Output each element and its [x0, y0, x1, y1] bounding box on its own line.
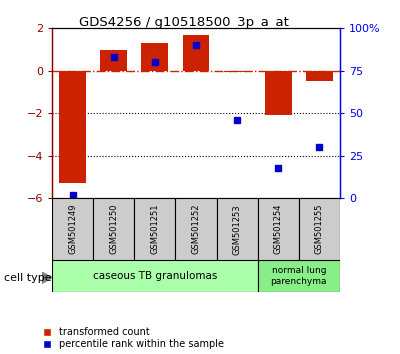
Polygon shape: [42, 272, 52, 283]
Text: GSM501250: GSM501250: [109, 204, 118, 255]
Bar: [52, 198, 93, 260]
Bar: [142, 43, 168, 71]
Bar: [183, 35, 209, 71]
Bar: [224, 71, 250, 72]
Text: GDS4256 / g10518500_3p_a_at: GDS4256 / g10518500_3p_a_at: [79, 16, 289, 29]
Text: GSM501253: GSM501253: [233, 204, 242, 255]
Legend: transformed count, percentile rank within the sample: transformed count, percentile rank withi…: [37, 327, 224, 349]
Bar: [134, 198, 176, 260]
Bar: [93, 198, 134, 260]
Bar: [176, 198, 216, 260]
Bar: [299, 198, 340, 260]
Bar: [258, 198, 299, 260]
Bar: [59, 71, 86, 183]
Text: GSM501255: GSM501255: [315, 204, 324, 255]
Text: GSM501251: GSM501251: [150, 204, 159, 255]
Text: caseous TB granulomas: caseous TB granulomas: [93, 271, 217, 281]
Text: GSM501252: GSM501252: [192, 204, 200, 255]
Bar: [265, 71, 292, 115]
Bar: [258, 260, 340, 292]
Bar: [216, 198, 258, 260]
Bar: [100, 50, 127, 71]
Bar: [306, 71, 333, 81]
Bar: [52, 260, 258, 292]
Text: GSM501254: GSM501254: [274, 204, 283, 255]
Text: normal lung
parenchyma: normal lung parenchyma: [271, 267, 327, 286]
Text: GSM501249: GSM501249: [68, 204, 77, 255]
Text: cell type: cell type: [4, 273, 52, 283]
